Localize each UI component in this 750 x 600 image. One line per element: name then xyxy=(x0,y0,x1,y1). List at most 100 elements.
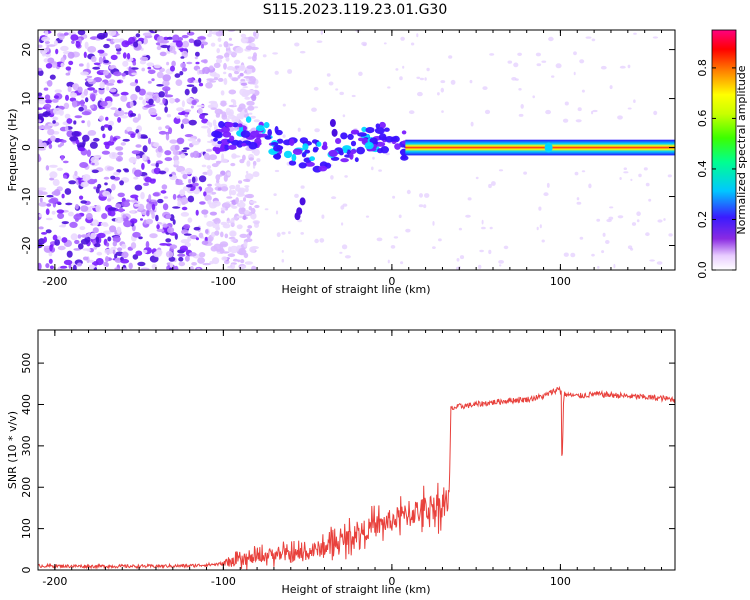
noise-blob xyxy=(224,52,230,59)
noise-blob xyxy=(148,137,151,145)
noise-blob xyxy=(220,207,226,211)
noise-blob xyxy=(244,209,250,215)
noise-blob xyxy=(245,186,249,193)
noise-blob xyxy=(82,134,90,142)
noise-blob xyxy=(548,36,554,42)
noise-blob xyxy=(159,51,167,57)
noise-blob xyxy=(83,51,87,58)
snr-frame xyxy=(37,329,676,571)
noise-blob xyxy=(209,65,214,70)
noise-blob xyxy=(139,60,146,65)
noise-blob xyxy=(418,204,424,208)
noise-blob xyxy=(80,200,87,204)
noise-blob xyxy=(155,116,162,121)
noise-blob xyxy=(390,245,396,249)
noise-blob xyxy=(181,149,188,153)
noise-blob xyxy=(176,137,185,144)
noise-blob xyxy=(249,115,256,119)
noise-blob xyxy=(120,115,129,119)
noise-blob xyxy=(197,257,206,264)
noise-blob xyxy=(44,41,51,44)
noise-blob xyxy=(231,189,237,196)
noise-blob xyxy=(122,138,130,142)
noise-blob xyxy=(45,217,53,221)
noise-blob xyxy=(105,116,109,121)
noise-blob xyxy=(189,265,194,270)
noise-blob xyxy=(160,44,170,49)
noise-blob xyxy=(72,100,78,108)
noise-blob xyxy=(617,215,624,219)
noise-blob xyxy=(133,41,139,48)
signal-blob xyxy=(267,129,273,137)
noise-blob xyxy=(195,209,199,216)
signal-blob xyxy=(340,158,349,163)
noise-blob xyxy=(206,169,213,176)
noise-blob xyxy=(179,71,184,76)
noise-blob xyxy=(60,62,65,68)
noise-blob xyxy=(223,62,227,70)
noise-blob xyxy=(112,249,116,255)
noise-blob xyxy=(253,148,260,156)
noise-blob xyxy=(54,239,60,246)
snr-plot-area xyxy=(38,385,675,570)
noise-blob xyxy=(246,100,255,106)
noise-blob xyxy=(156,84,164,87)
noise-blob xyxy=(249,200,257,204)
noise-blob xyxy=(169,262,173,268)
noise-blob xyxy=(107,207,117,211)
noise-blob xyxy=(523,171,527,175)
noise-blob xyxy=(627,107,632,110)
noise-blob xyxy=(57,144,62,148)
noise-blob xyxy=(79,162,89,168)
noise-blob xyxy=(135,129,140,134)
noise-blob xyxy=(110,246,117,250)
noise-blob xyxy=(158,170,167,175)
noise-blob xyxy=(294,42,300,47)
noise-blob xyxy=(61,139,67,143)
noise-blob xyxy=(117,151,124,156)
noise-blob xyxy=(65,94,69,101)
noise-blob xyxy=(88,264,96,270)
noise-blob xyxy=(613,263,616,269)
noise-blob xyxy=(162,74,171,82)
noise-blob xyxy=(180,212,190,217)
x-tick-label: -100 xyxy=(211,575,236,588)
noise-blob xyxy=(47,57,55,64)
noise-blob xyxy=(81,111,91,116)
noise-blob xyxy=(244,185,250,188)
noise-blob xyxy=(181,118,190,125)
noise-blob xyxy=(100,125,105,131)
noise-blob xyxy=(85,97,89,103)
signal-blob xyxy=(240,130,251,138)
noise-blob xyxy=(96,251,103,256)
noise-blob xyxy=(122,60,129,67)
noise-blob xyxy=(489,226,493,230)
noise-blob xyxy=(129,82,137,87)
signal-blob xyxy=(245,116,252,123)
noise-blob xyxy=(128,36,136,45)
noise-blob xyxy=(91,162,95,166)
noise-blob xyxy=(135,85,141,93)
noise-blob xyxy=(221,256,228,261)
noise-blob xyxy=(151,203,156,211)
noise-blob xyxy=(176,107,184,112)
noise-blob xyxy=(245,170,249,174)
signal-blob xyxy=(378,133,387,141)
noise-blob xyxy=(627,64,631,69)
noise-blob xyxy=(227,112,233,116)
noise-blob xyxy=(101,213,108,220)
noise-blob xyxy=(215,160,222,164)
noise-blob xyxy=(133,203,140,207)
noise-blob xyxy=(137,261,146,267)
signal-blob xyxy=(229,135,235,142)
noise-blob xyxy=(507,60,513,64)
noise-blob xyxy=(102,133,106,139)
noise-blob xyxy=(92,219,99,226)
noise-blob xyxy=(235,184,241,188)
noise-blob xyxy=(197,107,203,115)
noise-blob xyxy=(274,169,280,173)
noise-blob xyxy=(342,203,348,207)
noise-blob xyxy=(649,259,655,262)
noise-blob xyxy=(220,186,229,192)
